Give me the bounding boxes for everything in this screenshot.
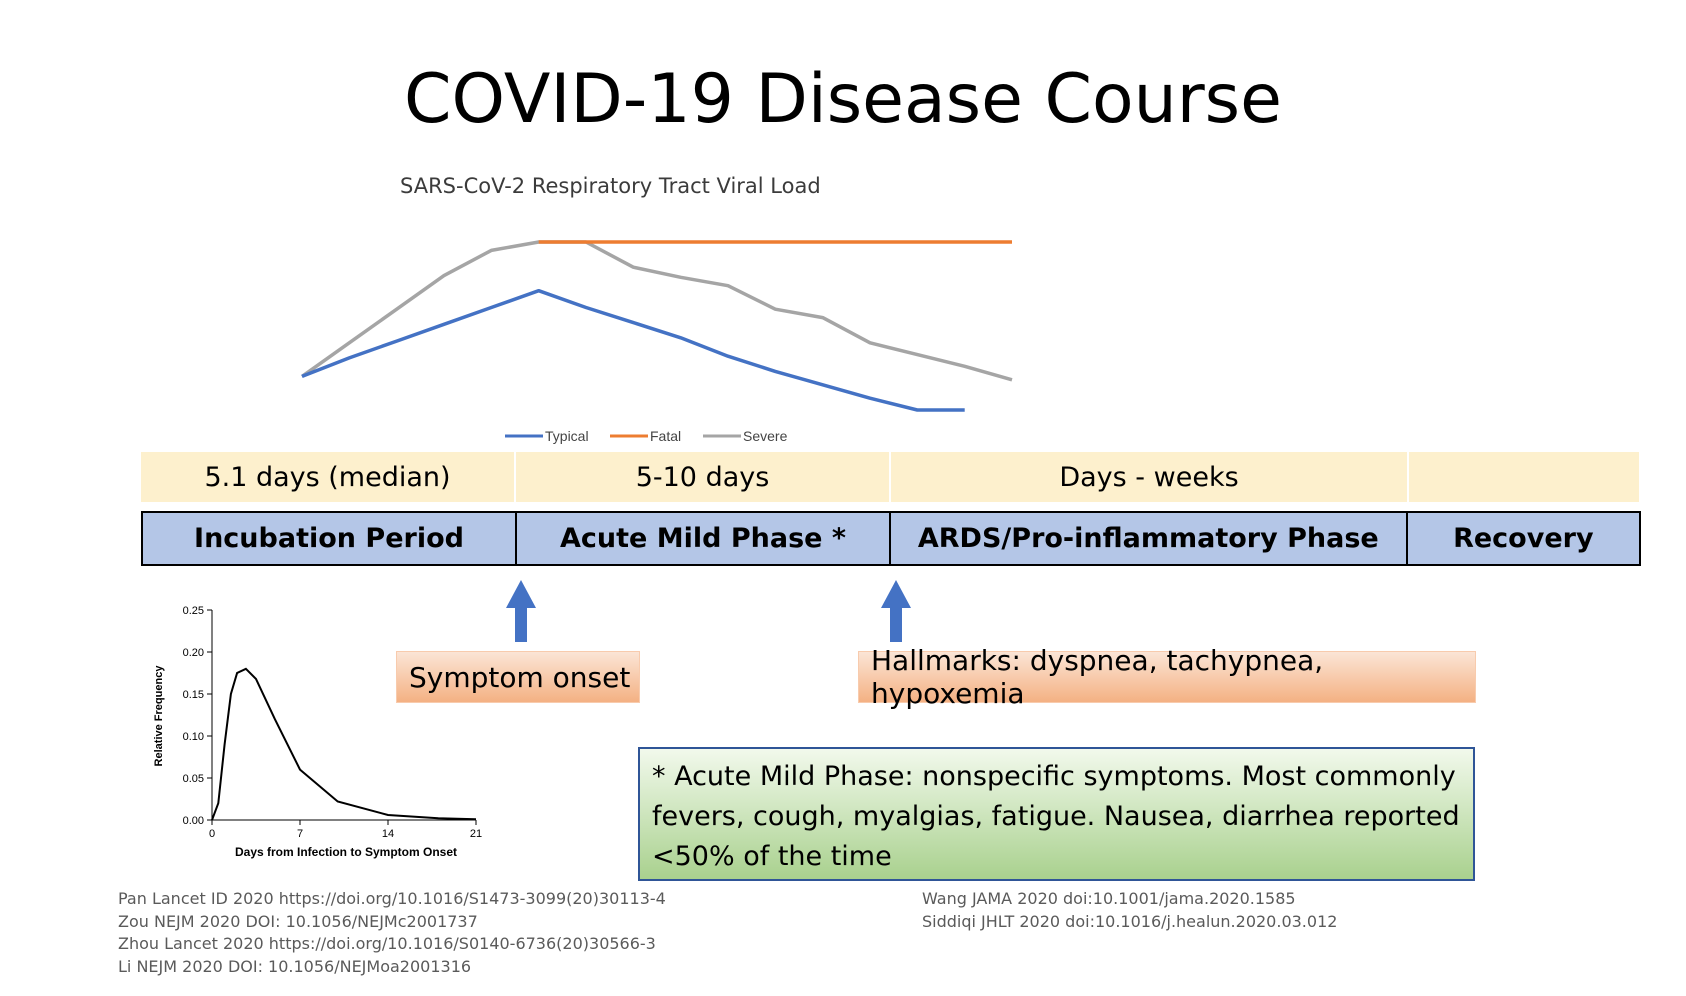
legend-label-typical: Typical [545, 428, 589, 444]
phase-ards: ARDS/Pro-inflammatory Phase [891, 513, 1408, 564]
duration-row: 5.1 days (median) 5-10 days Days - weeks [141, 452, 1641, 502]
y-tick-label: 0.15 [183, 689, 204, 701]
reference-item: Zou NEJM 2020 DOI: 10.1056/NEJMc2001737 [118, 911, 478, 931]
viral-load-chart: Typical Fatal Severe [300, 240, 1013, 444]
reference-item: Wang JAMA 2020 doi:10.1001/jama.2020.158… [922, 889, 1296, 908]
references-left: Pan Lancet ID 2020 https://doi.org/10.10… [118, 888, 666, 978]
incubation-ylabel: Relative Frequency [153, 665, 165, 767]
x-tick-label: 7 [297, 828, 303, 840]
y-tick-label: 0.20 [183, 647, 204, 659]
phase-acute-mild: Acute Mild Phase * [517, 513, 891, 564]
reference-item: Siddiqi JHLT 2020 doi:10.1016/j.healun.2… [922, 911, 1338, 931]
phase-recovery: Recovery [1453, 523, 1594, 554]
incubation-distribution-chart: 0.25 0.20 0.15 0.10 0.05 0.00 0 7 14 21 Relative … [153, 605, 482, 859]
series-line-typical [301, 288, 965, 412]
reference-item: Li NEJM 2020 DOI: 10.1056/NEJMoa2001316 [118, 956, 472, 976]
reference-item: Pan Lancet ID 2020 https://doi.org/10.10… [118, 889, 666, 908]
duration-ards: Days - weeks [891, 452, 1409, 502]
hallmarks-arrow-icon [881, 580, 911, 642]
incubation-curve [211, 667, 477, 821]
y-tick-label: 0.00 [183, 815, 204, 827]
duration-acute: 5-10 days [516, 452, 891, 502]
incubation-xlabel: Days from Infection to Symptom Onset [235, 845, 457, 859]
series-line-severe [300, 240, 1013, 382]
reference-item: Zhou Lancet 2020 https://doi.org/10.1016… [118, 934, 656, 953]
acute-mild-note: * Acute Mild Phase: nonspecific symptoms… [638, 747, 1475, 881]
viral-load-title: SARS-CoV-2 Respiratory Tract Viral Load [400, 174, 821, 198]
phase-incubation: Incubation Period [143, 513, 517, 564]
references-right: Wang JAMA 2020 doi:10.1001/jama.2020.158… [922, 888, 1337, 933]
y-tick-label: 0.10 [183, 731, 204, 743]
page-title: COVID-19 Disease Course [404, 60, 1282, 139]
viral-load-legend: Typical Fatal Severe [505, 428, 788, 444]
y-tick-label: 0.05 [183, 773, 204, 785]
x-tick-label: 14 [382, 828, 394, 840]
x-tick-label: 21 [470, 828, 482, 840]
duration-incubation: 5.1 days (median) [141, 452, 516, 502]
phase-row: Incubation Period Acute Mild Phase * ARD… [141, 511, 1641, 566]
symptom-onset-arrow-icon [506, 580, 536, 642]
hallmarks-callout: Hallmarks: dyspnea, tachypnea, hypoxemia [858, 644, 1476, 710]
x-tick-label: 0 [209, 828, 215, 840]
legend-label-severe: Severe [743, 428, 788, 444]
legend-label-fatal: Fatal [650, 428, 681, 444]
symptom-onset-callout: Symptom onset [396, 651, 640, 703]
duration-recovery [1409, 452, 1641, 502]
y-tick-label: 0.25 [183, 605, 204, 617]
